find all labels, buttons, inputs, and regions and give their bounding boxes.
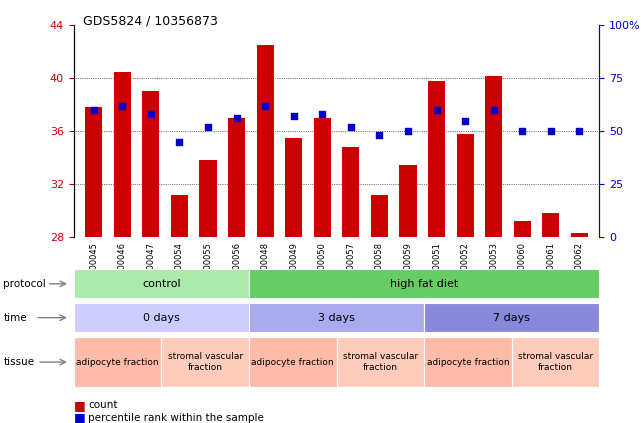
Bar bbox=[142, 91, 160, 237]
Bar bbox=[399, 165, 417, 237]
Text: ■: ■ bbox=[74, 412, 85, 423]
Point bbox=[403, 128, 413, 135]
Bar bbox=[370, 195, 388, 237]
Bar bbox=[570, 233, 588, 237]
Bar bbox=[74, 337, 162, 387]
Bar bbox=[485, 76, 502, 237]
Bar bbox=[424, 303, 599, 332]
Point bbox=[288, 113, 299, 120]
Bar bbox=[342, 147, 360, 237]
Point bbox=[460, 117, 470, 124]
Bar bbox=[113, 71, 131, 237]
Bar bbox=[228, 118, 245, 237]
Text: count: count bbox=[88, 400, 118, 410]
Bar bbox=[162, 337, 249, 387]
Text: tissue: tissue bbox=[3, 357, 35, 367]
Point bbox=[574, 128, 585, 135]
Text: percentile rank within the sample: percentile rank within the sample bbox=[88, 413, 264, 423]
Bar bbox=[337, 337, 424, 387]
Bar bbox=[428, 81, 445, 237]
Bar bbox=[74, 303, 249, 332]
Bar bbox=[513, 221, 531, 237]
Text: 3 days: 3 days bbox=[318, 313, 355, 323]
Bar bbox=[85, 107, 103, 237]
Text: protocol: protocol bbox=[3, 279, 46, 289]
Point bbox=[88, 107, 99, 113]
Point bbox=[117, 102, 128, 109]
Point bbox=[231, 115, 242, 122]
Bar bbox=[249, 303, 424, 332]
Bar bbox=[512, 337, 599, 387]
Text: ■: ■ bbox=[74, 399, 85, 412]
Text: adipocyte fraction: adipocyte fraction bbox=[427, 357, 509, 367]
Point bbox=[345, 124, 356, 130]
Point bbox=[317, 111, 328, 118]
Bar bbox=[256, 45, 274, 237]
Bar bbox=[542, 213, 560, 237]
Text: high fat diet: high fat diet bbox=[390, 279, 458, 289]
Text: adipocyte fraction: adipocyte fraction bbox=[76, 357, 159, 367]
Point bbox=[488, 107, 499, 113]
Point bbox=[174, 138, 185, 145]
Point bbox=[374, 132, 385, 139]
Point bbox=[517, 128, 528, 135]
Bar bbox=[74, 269, 249, 298]
Bar bbox=[285, 138, 303, 237]
Point bbox=[146, 111, 156, 118]
Bar bbox=[313, 118, 331, 237]
Text: 7 days: 7 days bbox=[493, 313, 530, 323]
Point bbox=[545, 128, 556, 135]
Text: adipocyte fraction: adipocyte fraction bbox=[251, 357, 334, 367]
Text: GDS5824 / 10356873: GDS5824 / 10356873 bbox=[83, 15, 218, 28]
Bar bbox=[424, 337, 512, 387]
Bar bbox=[249, 337, 337, 387]
Point bbox=[260, 102, 271, 109]
Bar bbox=[456, 134, 474, 237]
Text: 0 days: 0 days bbox=[143, 313, 179, 323]
Point bbox=[431, 107, 442, 113]
Text: stromal vascular
fraction: stromal vascular fraction bbox=[518, 352, 593, 372]
Bar bbox=[199, 160, 217, 237]
Text: stromal vascular
fraction: stromal vascular fraction bbox=[167, 352, 243, 372]
Text: stromal vascular
fraction: stromal vascular fraction bbox=[343, 352, 418, 372]
Text: time: time bbox=[3, 313, 27, 323]
Bar bbox=[171, 195, 188, 237]
Text: control: control bbox=[142, 279, 181, 289]
Point bbox=[203, 124, 213, 130]
Bar bbox=[249, 269, 599, 298]
